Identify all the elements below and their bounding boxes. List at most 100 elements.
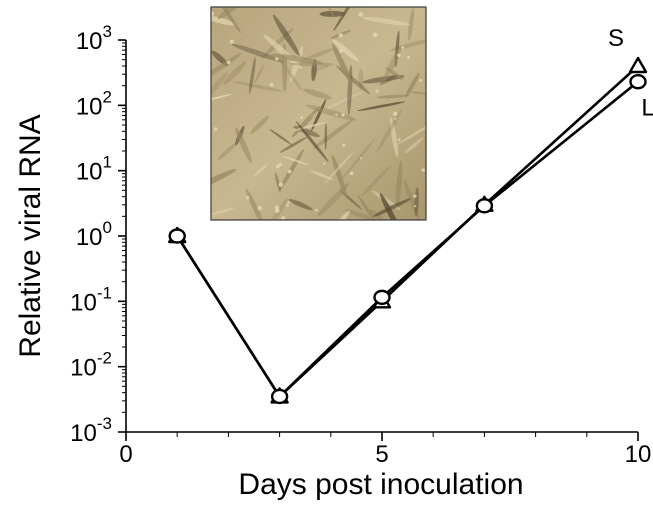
y-tick-label: 101 bbox=[76, 153, 112, 186]
cell-shape bbox=[410, 91, 426, 95]
cell-highlight bbox=[393, 111, 398, 116]
cell-highlight bbox=[315, 208, 318, 212]
cell-highlight bbox=[338, 33, 344, 38]
series-label-L: L bbox=[641, 95, 653, 122]
y-tick-labels: 10-3 10-2 10-1 100 101 102 103 bbox=[70, 22, 112, 447]
cell-shape bbox=[253, 164, 268, 177]
cell-highlight bbox=[397, 138, 401, 142]
point-S bbox=[628, 56, 648, 74]
cell-shape bbox=[311, 58, 317, 82]
cell-shape bbox=[394, 30, 400, 68]
cell-shape bbox=[217, 142, 237, 161]
cell-shape bbox=[278, 148, 305, 192]
y-ticks bbox=[118, 39, 126, 433]
x-tick-label: 0 bbox=[119, 441, 132, 468]
cell-shape bbox=[317, 182, 350, 217]
cell-shape bbox=[379, 193, 404, 220]
cell-shape bbox=[211, 168, 237, 191]
cell-highlight bbox=[285, 203, 289, 207]
cell-shape bbox=[396, 117, 426, 145]
cell-shape bbox=[403, 179, 420, 220]
cell-shape bbox=[250, 115, 270, 134]
cell-highlight bbox=[275, 164, 280, 169]
micrograph-cells bbox=[211, 7, 426, 220]
cell-highlight bbox=[394, 117, 397, 120]
cell-highlight bbox=[359, 157, 362, 160]
cell-shape bbox=[332, 39, 359, 62]
cell-shape bbox=[376, 108, 403, 153]
cell-highlight bbox=[406, 55, 410, 59]
point-L bbox=[475, 198, 494, 214]
cell-highlight bbox=[338, 48, 344, 53]
cell-shape bbox=[332, 43, 353, 85]
cell-shape bbox=[405, 72, 420, 98]
cell-shape bbox=[303, 47, 335, 61]
cell-shape bbox=[235, 127, 252, 163]
cell-shape bbox=[211, 15, 236, 26]
cell-shape bbox=[362, 75, 405, 84]
point-L bbox=[629, 74, 647, 90]
cell-shape bbox=[333, 7, 363, 32]
cell-highlight bbox=[421, 168, 425, 172]
cell-shape bbox=[404, 137, 424, 154]
cell-shape bbox=[275, 53, 303, 92]
cell-shape bbox=[211, 93, 232, 103]
cell-highlight bbox=[358, 12, 364, 17]
cell-shape bbox=[414, 187, 419, 217]
cell-highlight bbox=[226, 60, 231, 65]
cell-highlight bbox=[275, 57, 279, 61]
cell-highlight bbox=[269, 82, 274, 87]
cell-highlight bbox=[335, 113, 338, 116]
x-axis-title: Days post inoculation bbox=[238, 468, 523, 501]
cell-shape bbox=[245, 188, 268, 220]
cell-highlight bbox=[414, 205, 417, 208]
series-group bbox=[167, 56, 648, 405]
cell-highlight bbox=[278, 162, 283, 167]
cell-highlight bbox=[401, 46, 404, 49]
cell-shape bbox=[267, 198, 288, 220]
cell-shape bbox=[324, 123, 328, 151]
x-tick-label: 5 bbox=[375, 441, 388, 468]
point-L bbox=[168, 228, 186, 244]
cell-shape bbox=[310, 170, 334, 180]
cell-shape bbox=[312, 118, 354, 150]
cell-shape bbox=[279, 136, 307, 153]
cell-highlight bbox=[257, 205, 262, 211]
cell-shape bbox=[288, 199, 313, 211]
cell-shape bbox=[369, 209, 386, 220]
cell-shape bbox=[211, 207, 235, 216]
cell-shape bbox=[223, 61, 247, 85]
cell-highlight bbox=[229, 39, 234, 44]
cell-highlight bbox=[413, 194, 417, 198]
x-tick-label: 10 bbox=[625, 441, 652, 468]
y-tick-label: 100 bbox=[76, 218, 112, 251]
cell-shape bbox=[385, 66, 404, 81]
cell-shape bbox=[274, 172, 281, 193]
y-tick-label: 102 bbox=[76, 87, 112, 120]
cell-shape bbox=[290, 62, 334, 67]
cell-highlight bbox=[274, 205, 280, 210]
cell-highlight bbox=[349, 171, 354, 176]
cell-shape bbox=[217, 7, 246, 20]
cell-shape bbox=[357, 101, 406, 112]
cell-shape bbox=[249, 57, 256, 94]
series-markers bbox=[167, 56, 648, 405]
cell-highlight bbox=[246, 196, 250, 200]
cell-shape bbox=[272, 14, 300, 57]
cell-shape bbox=[269, 128, 293, 146]
cell-shape bbox=[389, 38, 426, 51]
y-tick-label: 10-3 bbox=[70, 414, 112, 447]
cell-shape bbox=[211, 72, 228, 106]
cell-shape bbox=[360, 165, 392, 197]
cell-highlight bbox=[397, 53, 401, 57]
cell-shape bbox=[379, 74, 398, 86]
cell-shape bbox=[358, 68, 364, 90]
cell-shape bbox=[340, 138, 376, 182]
cell-highlight bbox=[375, 89, 379, 93]
axes: 10-3 10-2 10-1 100 101 102 103 0 5 10 bbox=[70, 22, 651, 468]
cell-shape bbox=[295, 121, 329, 162]
cell-shape bbox=[372, 198, 411, 217]
cell-shape bbox=[281, 155, 309, 166]
micrograph-border bbox=[210, 6, 427, 221]
